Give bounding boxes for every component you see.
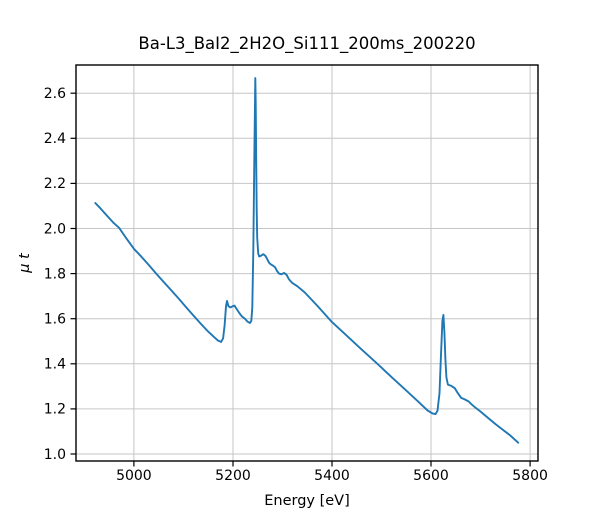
y-tick-label: 2.6 (44, 86, 66, 102)
y-tick-label: 1.8 (44, 266, 66, 282)
x-tick-label: 5600 (413, 468, 449, 484)
plot-area (75, 64, 539, 462)
x-tick-label: 5200 (215, 468, 251, 484)
y-tick-label: 1.0 (44, 447, 66, 463)
x-gridlines (133, 65, 531, 461)
chart-title: Ba-L3_BaI2_2H2O_Si111_200ms_200220 (138, 34, 475, 54)
y-tick-label: 2.4 (44, 131, 66, 147)
x-tick-label: 5400 (314, 468, 350, 484)
y-gridlines (76, 92, 538, 455)
y-tick-label: 1.2 (44, 402, 66, 418)
data-line (94, 77, 520, 444)
y-tick-label: 2.2 (44, 176, 66, 192)
x-tick-labels: 5000 5200 5400 5600 5800 (116, 468, 548, 484)
y-axis-label: μ t (17, 252, 33, 274)
y-tick-labels: 1.0 1.2 1.4 1.6 1.8 2.0 2.2 2.4 2.6 (44, 86, 66, 463)
y-tick-label: 1.6 (44, 312, 66, 328)
x-tick-label: 5800 (512, 468, 548, 484)
x-axis-label: Energy [eV] (264, 493, 350, 509)
x-tick-label: 5000 (116, 468, 152, 484)
x-tick-marks (133, 461, 531, 467)
y-tick-label: 2.0 (44, 221, 66, 237)
y-tick-label: 1.4 (44, 357, 66, 373)
y-tick-marks (70, 92, 76, 455)
